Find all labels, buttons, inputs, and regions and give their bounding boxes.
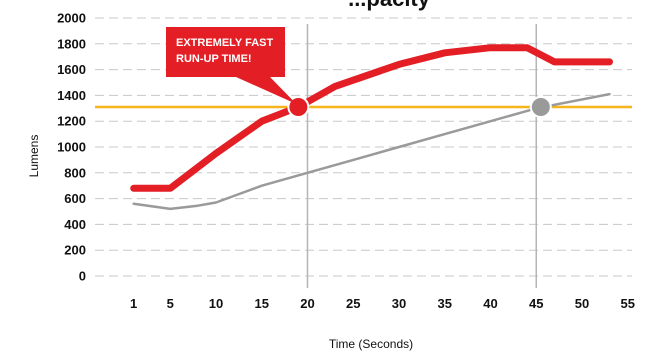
- callout-box: [166, 27, 285, 77]
- y-tick-label: 200: [64, 243, 86, 258]
- y-tick-label: 1200: [57, 114, 86, 129]
- callout-text-line: EXTREMELY FAST: [176, 37, 273, 49]
- y-axis-ticks: 0 200 400 600 800 1000 1200 1400 1600 1800 2000: [57, 11, 86, 284]
- vertical-markers: [306, 24, 537, 288]
- x-tick-label: 20: [300, 296, 314, 311]
- y-tick-label: 600: [64, 191, 86, 206]
- x-tick-label: 10: [209, 296, 223, 311]
- x-tick-label: 45: [529, 296, 543, 311]
- y-tick-label: 2000: [57, 11, 86, 26]
- x-tick-label: 55: [621, 296, 635, 311]
- x-tick-label: 1: [130, 296, 137, 311]
- y-tick-label: 400: [64, 217, 86, 232]
- chart-title: ...pacity: [348, 0, 431, 11]
- x-tick-label: 50: [575, 296, 589, 311]
- x-tick-label: 30: [392, 296, 406, 311]
- y-tick-label: 800: [64, 165, 86, 180]
- x-axis-title: Time (Seconds): [329, 337, 413, 351]
- red-series-line: [130, 44, 613, 192]
- x-tick-label: 35: [438, 296, 452, 311]
- grey-series-line: [132, 92, 611, 211]
- callout-text-line: RUN-UP TIME!: [176, 53, 252, 65]
- x-tick-label: 25: [346, 296, 360, 311]
- x-tick-label: 15: [255, 296, 269, 311]
- x-tick-label: 40: [483, 296, 497, 311]
- x-axis-ticks: 1 5 10 15 20 25 30 35 40 45 50 55: [130, 296, 635, 311]
- y-tick-label: 1400: [57, 88, 86, 103]
- y-tick-label: 1600: [57, 62, 86, 77]
- y-axis-title: Lumens: [27, 135, 41, 178]
- x-tick-label: 5: [167, 296, 174, 311]
- callout: EXTREMELY FAST RUN-UP TIME!: [166, 27, 297, 105]
- y-tick-label: 1800: [57, 36, 86, 51]
- callout-pointer: [236, 77, 297, 105]
- y-tick-label: 1000: [57, 140, 86, 155]
- grey-highlight-point: [529, 96, 552, 119]
- series-lines: [130, 44, 613, 211]
- y-tick-label: 0: [79, 269, 86, 284]
